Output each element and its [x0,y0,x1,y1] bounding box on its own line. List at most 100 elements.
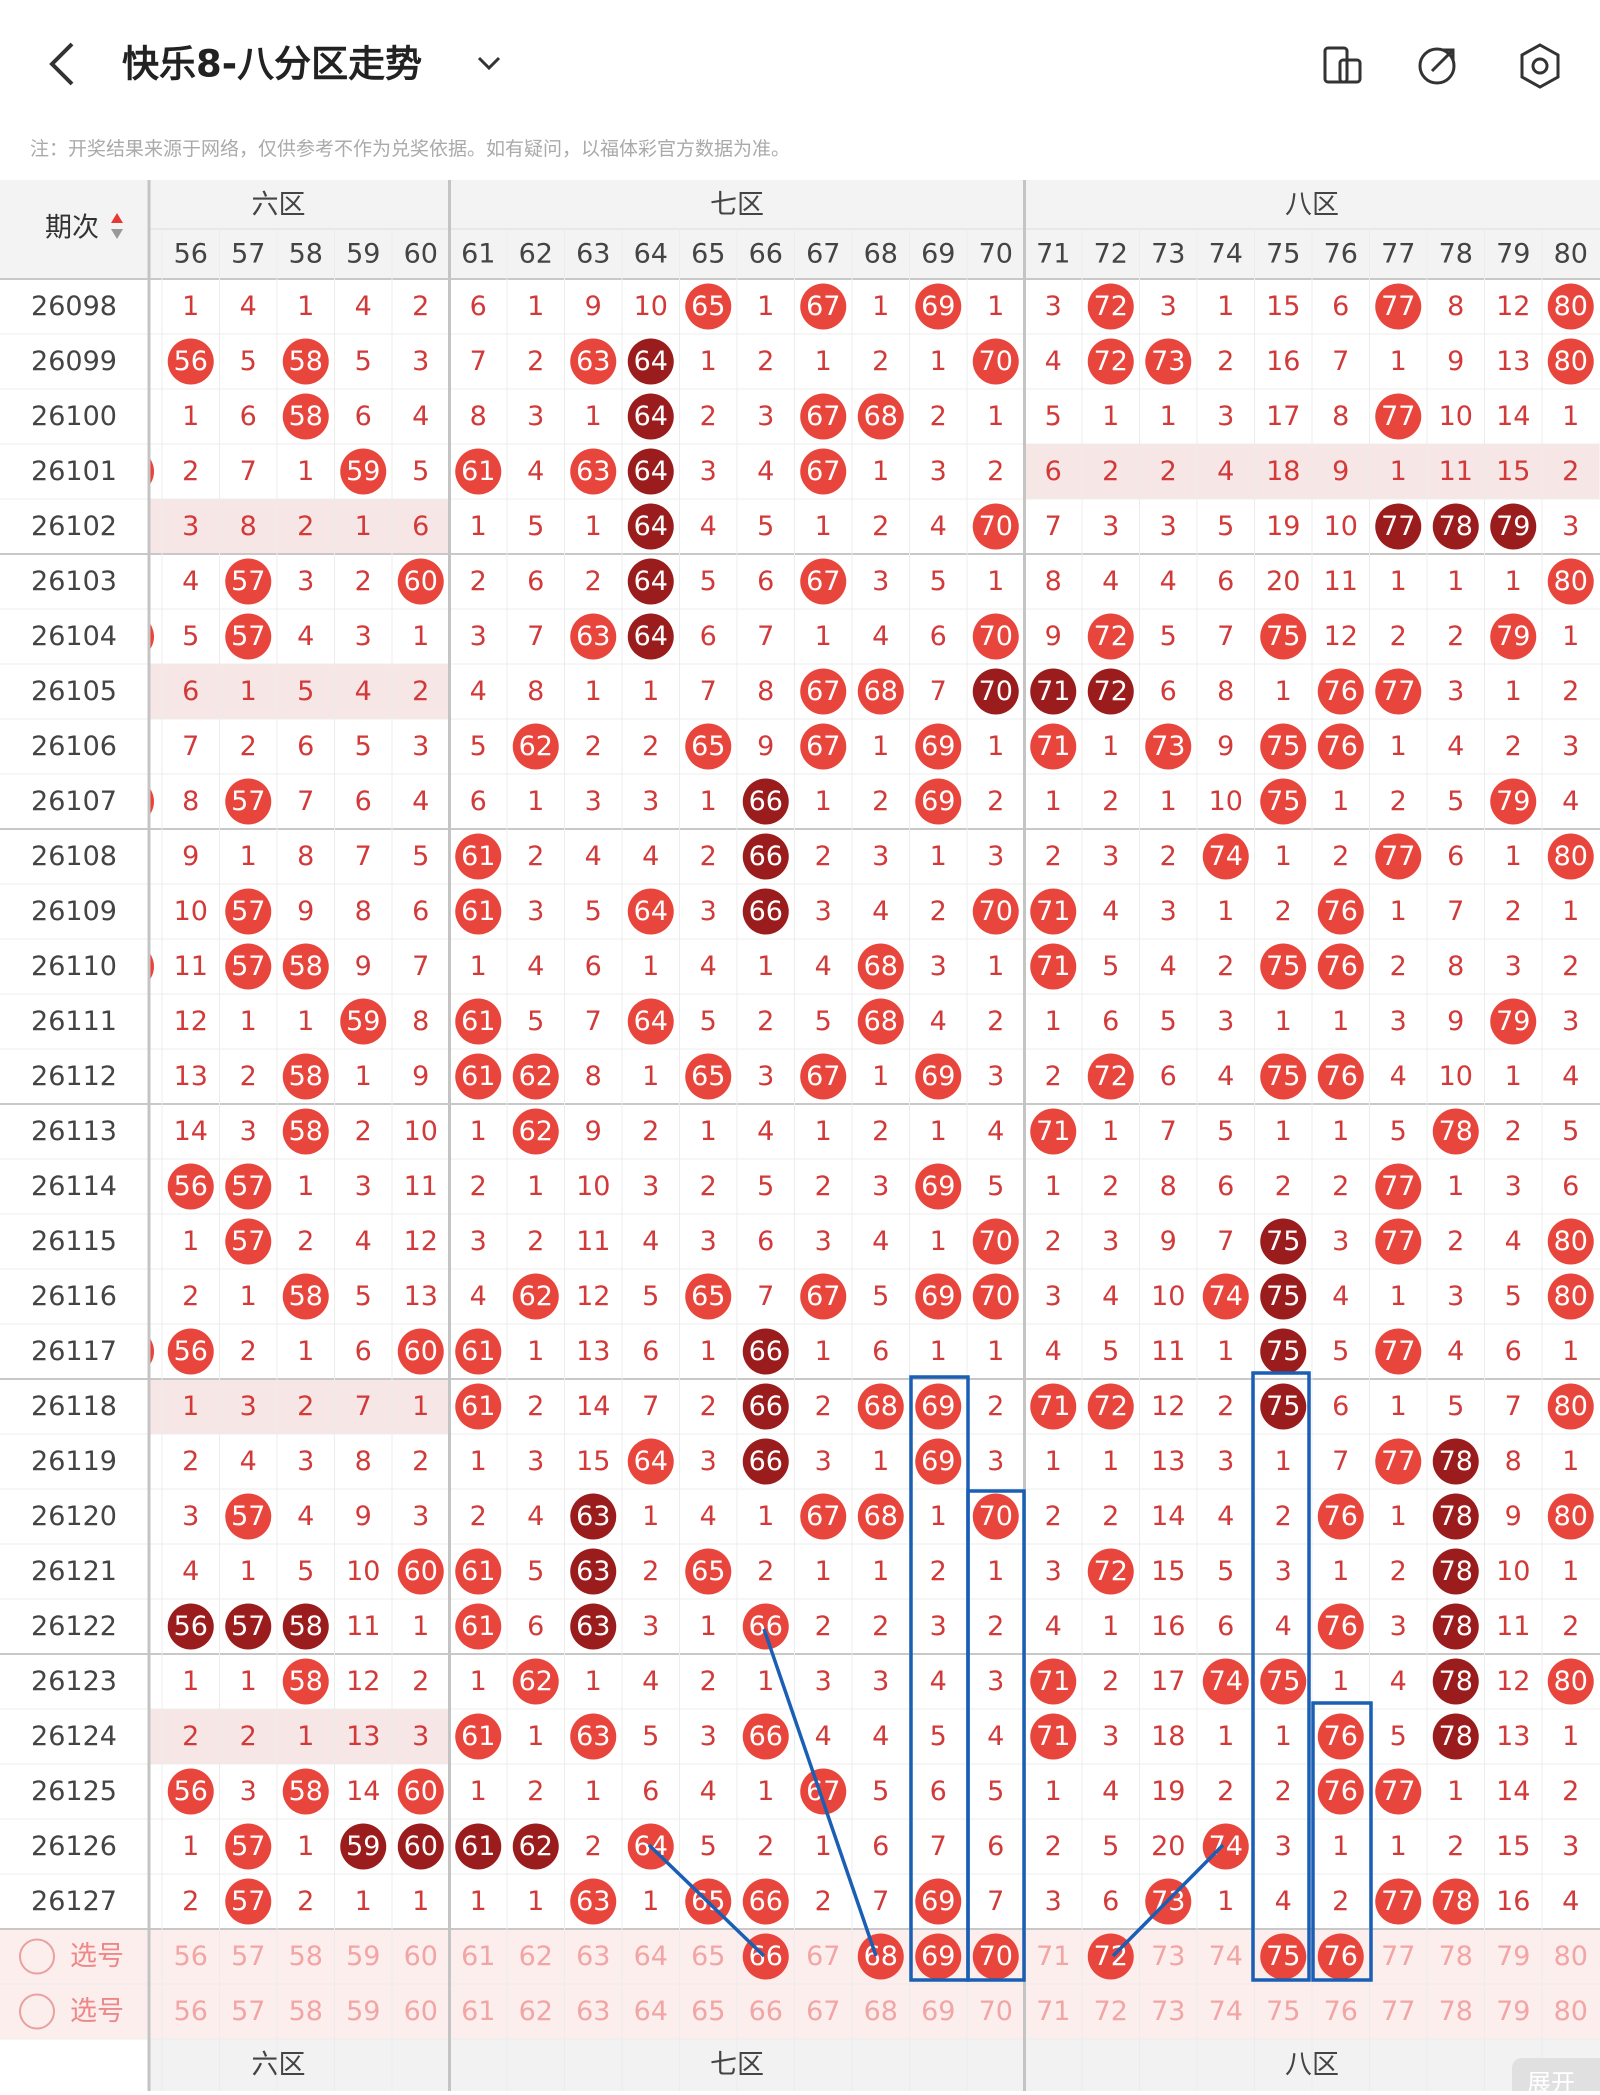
pick-number[interactable]: 66 [749,1996,783,2027]
picked-number[interactable]: 76 [1324,1941,1358,1972]
footer-bg [0,2039,1600,2091]
pick-number[interactable]: 58 [289,1941,323,1972]
pick-number[interactable]: 73 [1151,1996,1185,2027]
pick-number[interactable]: 68 [864,1996,898,2027]
picker-radio[interactable] [19,1993,55,2030]
pick-number[interactable]: 80 [1554,1996,1588,2027]
miss-count: 4 [815,951,832,982]
pick-number[interactable]: 63 [576,1996,610,2027]
dropdown[interactable] [477,56,501,71]
pick-number[interactable]: 80 [1554,1941,1588,1972]
miss-count: 1 [182,1226,199,1257]
miss-count: 3 [1102,841,1119,872]
pick-number[interactable]: 60 [404,1996,438,2027]
pick-number[interactable]: 70 [979,1996,1013,2027]
pick-number[interactable]: 71 [1036,1941,1070,1972]
pick-number[interactable]: 79 [1496,1941,1530,1972]
share-icon[interactable] [1418,47,1456,85]
miss-count: 1 [1275,1721,1292,1752]
pick-number[interactable]: 72 [1094,1996,1128,2027]
miss-count: 14 [1151,1501,1185,1532]
hit-ball [167,1163,214,1210]
miss-count: 3 [240,1776,257,1807]
pick-number[interactable]: 74 [1209,1941,1243,1972]
pick-number[interactable]: 61 [461,1941,495,1972]
miss-count: 2 [412,1446,429,1477]
pick-number[interactable]: 63 [576,1941,610,1972]
repeat-ball [742,888,789,935]
pick-number[interactable]: 67 [806,1996,840,2027]
miss-count: 1 [1160,786,1177,817]
hit-ball [225,613,272,660]
hit-ball [225,888,272,935]
hit-number: 80 [1554,346,1588,377]
miss-count: 5 [987,1171,1004,1202]
miss-count: 10 [634,291,668,322]
pick-number[interactable]: 62 [519,1941,553,1972]
hit-number: 69 [921,1061,955,1092]
pick-number[interactable]: 78 [1439,1996,1473,2027]
pick-number[interactable]: 77 [1381,1996,1415,2027]
pick-number[interactable]: 76 [1324,1996,1358,2027]
back-button[interactable] [49,42,74,86]
pick-number[interactable]: 57 [231,1941,265,1972]
pick-number[interactable]: 57 [231,1996,265,2027]
pick-number[interactable]: 64 [634,1941,668,1972]
miss-count: 1 [355,511,372,542]
miss-count: 2 [1160,456,1177,487]
picked-number[interactable]: 75 [1266,1941,1300,1972]
pick-number[interactable]: 64 [634,1996,668,2027]
pick-number[interactable]: 65 [691,1996,725,2027]
miss-count: 12 [174,1006,208,1037]
pick-number[interactable]: 78 [1439,1941,1473,1972]
miss-count: 9 [355,951,372,982]
miss-count: 8 [1332,401,1349,432]
pick-number[interactable]: 69 [921,1996,955,2027]
picked-number[interactable]: 70 [979,1941,1013,1972]
pick-number[interactable]: 60 [404,1941,438,1972]
picked-ball [1317,1933,1364,1980]
pick-number[interactable]: 58 [289,1996,323,2027]
pick-number[interactable]: 56 [174,1996,208,2027]
pick-number[interactable]: 79 [1496,1996,1530,2027]
miss-count: 4 [1275,1886,1292,1917]
pick-number[interactable]: 62 [519,1996,553,2027]
miss-count: 2 [757,1831,774,1862]
miss-count: 4 [700,511,717,542]
hit-number: 62 [519,731,553,762]
picked-number[interactable]: 69 [921,1941,955,1972]
pick-number[interactable]: 71 [1036,1996,1070,2027]
expand-button[interactable] [1512,2058,1600,2095]
period-col-bg [0,2039,149,2091]
pick-number[interactable]: 73 [1151,1941,1185,1972]
miss-count: 2 [182,1446,199,1477]
hit-number: 75 [1266,621,1300,652]
expand-label: 展开 [1527,2069,1575,2091]
miss-count: 5 [297,1556,314,1587]
miss-count: 14 [576,1391,610,1422]
pick-number[interactable]: 65 [691,1941,725,1972]
device-icon[interactable] [1323,46,1349,84]
pick-number[interactable]: 77 [1381,1941,1415,1972]
pick-number[interactable]: 61 [461,1996,495,2027]
miss-count: 11 [346,1611,380,1642]
miss-count: 16 [1266,346,1300,377]
pick-number[interactable]: 74 [1209,1996,1243,2027]
settings-icon[interactable] [1520,43,1560,89]
pick-number[interactable]: 67 [806,1941,840,1972]
hit-ball [800,723,847,770]
picked-number[interactable]: 68 [864,1941,898,1972]
miss-count: 2 [987,786,1004,817]
miss-count: 12 [1496,1666,1530,1697]
miss-count: 3 [1217,1446,1234,1477]
pick-number[interactable]: 59 [346,1996,380,2027]
pick-number[interactable]: 56 [174,1941,208,1972]
hit-ball [1030,1383,1077,1430]
pick-number[interactable]: 75 [1266,1996,1300,2027]
column-number: 77 [1381,239,1415,270]
picker-radio[interactable] [19,1938,55,1975]
repeat-ball [397,1823,444,1870]
miss-count: 7 [355,1391,372,1422]
pick-number[interactable]: 59 [346,1941,380,1972]
hit-ball [1432,1108,1479,1155]
